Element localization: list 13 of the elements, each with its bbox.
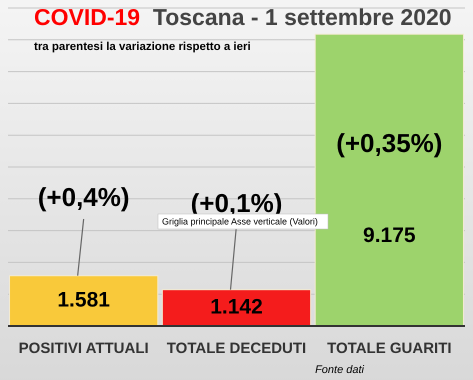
data-label: 1.142 xyxy=(210,295,263,318)
annotation: Griglia principale Asse verticale (Valori) xyxy=(162,216,318,226)
text: tra parentesi la variazione rispetto a ieri xyxy=(34,41,251,54)
annotation: (+0,35%) xyxy=(336,128,442,158)
annotation: (+0,4%) xyxy=(38,182,130,212)
x-tick-label: TOTALE DECEDUTI xyxy=(166,340,306,357)
annotation: (+0,1%) xyxy=(190,188,282,218)
x-tick-label: TOTALE GUARITI xyxy=(327,340,452,357)
x-tick-label: POSITIVI ATTUALI xyxy=(18,340,149,357)
chart-title: COVID-19 Toscana - 1 settembre 2020 xyxy=(34,4,452,30)
source-note: Fonte dati xyxy=(315,364,365,376)
data-label: 1.581 xyxy=(57,288,110,312)
data-label: 9.175 xyxy=(363,224,416,247)
